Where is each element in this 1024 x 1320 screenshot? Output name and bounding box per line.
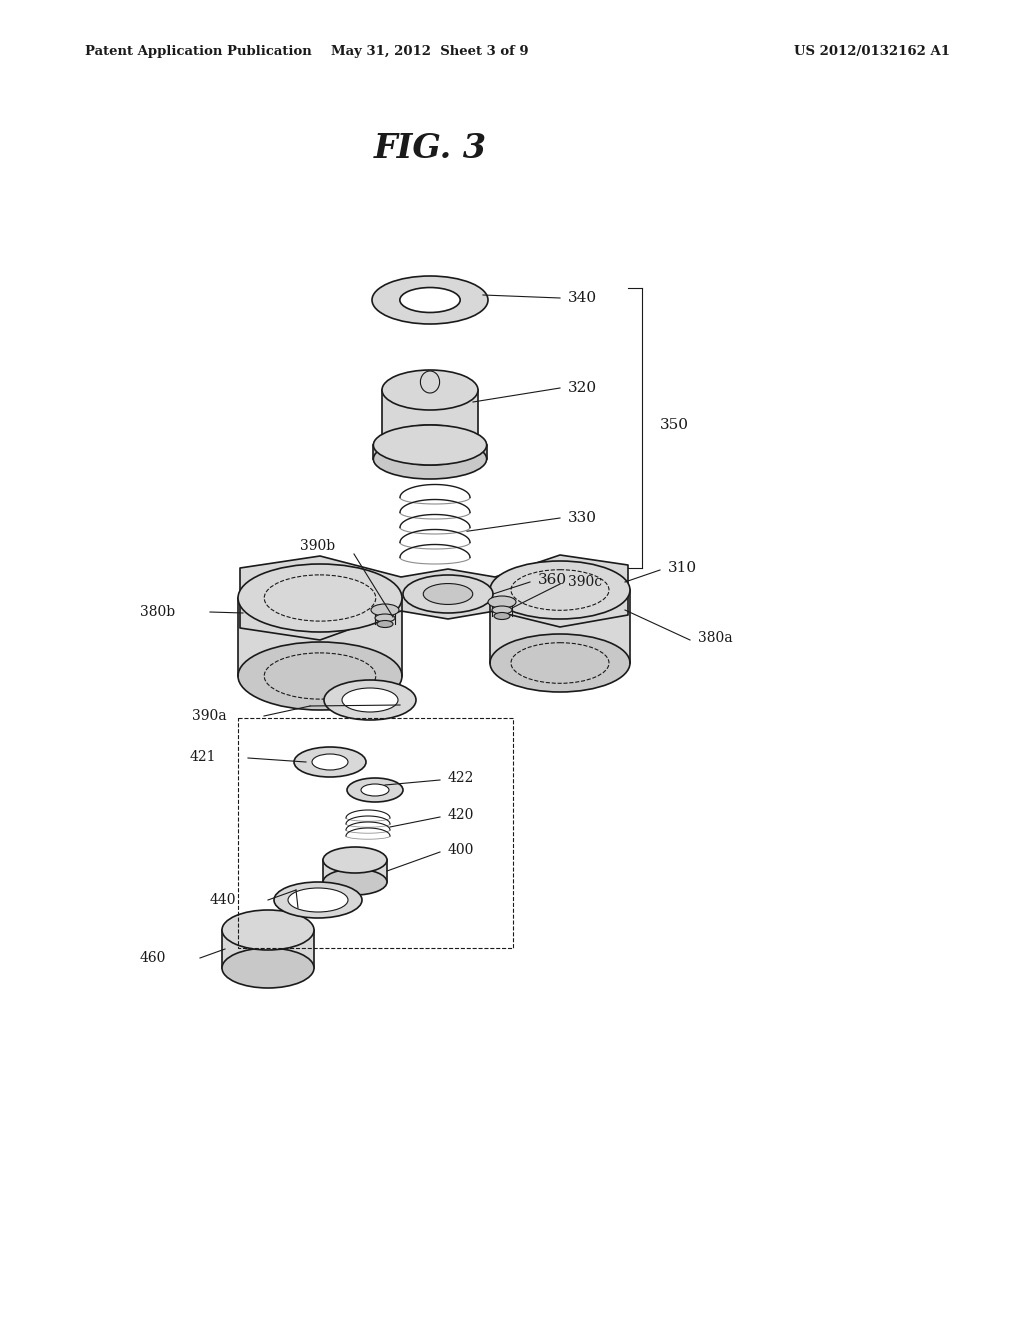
Ellipse shape xyxy=(377,620,393,627)
Ellipse shape xyxy=(294,747,366,777)
Text: 390a: 390a xyxy=(193,709,226,723)
Polygon shape xyxy=(490,590,630,663)
Ellipse shape xyxy=(323,869,387,895)
Polygon shape xyxy=(240,554,628,640)
Ellipse shape xyxy=(324,680,416,719)
Text: Patent Application Publication: Patent Application Publication xyxy=(85,45,311,58)
Text: US 2012/0132162 A1: US 2012/0132162 A1 xyxy=(794,45,950,58)
Ellipse shape xyxy=(421,371,439,393)
Ellipse shape xyxy=(488,597,516,609)
Polygon shape xyxy=(238,598,402,676)
Ellipse shape xyxy=(399,288,460,313)
Ellipse shape xyxy=(222,909,314,950)
Polygon shape xyxy=(382,389,478,445)
Text: 380b: 380b xyxy=(140,605,175,619)
Ellipse shape xyxy=(403,576,493,612)
Text: 400: 400 xyxy=(449,843,474,857)
Text: 440: 440 xyxy=(210,894,237,907)
Ellipse shape xyxy=(323,847,387,873)
Text: 310: 310 xyxy=(668,561,697,576)
Ellipse shape xyxy=(371,605,399,616)
Ellipse shape xyxy=(222,948,314,987)
Text: 422: 422 xyxy=(449,771,474,785)
Text: 380a: 380a xyxy=(698,631,732,645)
Text: FIG. 3: FIG. 3 xyxy=(374,132,486,165)
Ellipse shape xyxy=(238,564,402,632)
Ellipse shape xyxy=(490,634,630,692)
Text: 390c: 390c xyxy=(568,576,602,589)
Text: 460: 460 xyxy=(140,950,166,965)
Ellipse shape xyxy=(288,888,348,912)
Polygon shape xyxy=(222,931,314,968)
Ellipse shape xyxy=(382,370,478,411)
Bar xyxy=(238,718,513,948)
Ellipse shape xyxy=(361,784,389,796)
Text: 390b: 390b xyxy=(300,539,335,553)
Text: 340: 340 xyxy=(568,290,597,305)
Ellipse shape xyxy=(374,440,486,479)
Text: 330: 330 xyxy=(568,511,597,525)
Polygon shape xyxy=(374,445,486,459)
Text: May 31, 2012  Sheet 3 of 9: May 31, 2012 Sheet 3 of 9 xyxy=(331,45,528,58)
Polygon shape xyxy=(323,861,387,882)
Ellipse shape xyxy=(382,425,478,465)
Text: 360: 360 xyxy=(538,573,567,587)
Text: 320: 320 xyxy=(568,381,597,395)
Ellipse shape xyxy=(492,606,512,614)
Ellipse shape xyxy=(372,276,488,323)
Ellipse shape xyxy=(238,642,402,710)
Ellipse shape xyxy=(347,777,403,803)
Text: 420: 420 xyxy=(449,808,474,822)
Ellipse shape xyxy=(494,612,510,619)
Text: 350: 350 xyxy=(660,418,689,432)
Ellipse shape xyxy=(423,583,473,605)
Ellipse shape xyxy=(342,688,398,711)
Ellipse shape xyxy=(375,614,395,622)
Ellipse shape xyxy=(490,561,630,619)
Text: 421: 421 xyxy=(190,750,216,764)
Ellipse shape xyxy=(374,425,486,465)
Ellipse shape xyxy=(312,754,348,770)
Ellipse shape xyxy=(274,882,362,917)
